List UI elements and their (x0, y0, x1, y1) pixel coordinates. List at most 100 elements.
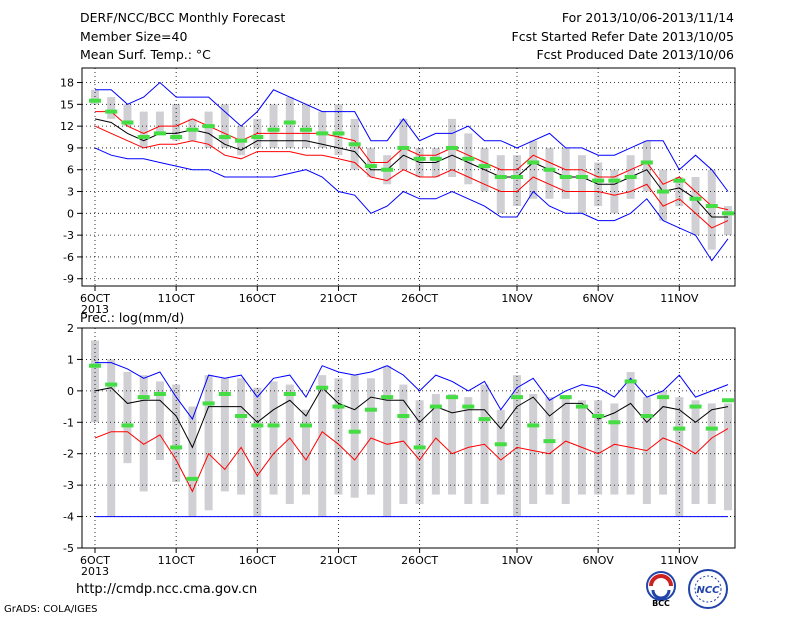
ensemble-marker (332, 404, 345, 409)
range-bar (139, 111, 148, 148)
ensemble-marker (267, 423, 280, 428)
ensemble-marker (105, 382, 118, 387)
ensemble-marker (218, 135, 231, 140)
mean-line (94, 386, 729, 449)
lower-line (94, 125, 729, 229)
ensemble-marker (300, 423, 312, 428)
range-bar (107, 359, 116, 517)
range-bar (724, 403, 732, 511)
range-bar (237, 378, 246, 495)
ensemble-marker (364, 407, 377, 412)
ensemble-marker (397, 145, 410, 150)
ensemble-marker (511, 395, 523, 400)
range-bar (610, 403, 619, 495)
ensemble-marker (446, 145, 459, 150)
range-bar (626, 372, 635, 495)
range-bar (659, 390, 668, 495)
ensemble-marker (511, 175, 523, 179)
range-bar (545, 397, 554, 495)
range-bar (204, 375, 213, 511)
range-bar (318, 111, 327, 148)
range-bar (155, 111, 164, 134)
range-bar (123, 104, 132, 127)
ensemble-marker (186, 127, 199, 132)
range-bar (139, 375, 148, 492)
range-bar (545, 147, 554, 199)
forecast-period-label: For 2013/10/06-2013/11/14 (561, 10, 734, 25)
ensemble-marker (137, 135, 150, 140)
ensemble-marker (186, 476, 199, 481)
range-bar (172, 104, 181, 141)
ensemble-marker (429, 404, 442, 409)
ensemble-marker (527, 160, 540, 165)
ensemble-marker (251, 423, 264, 428)
ensemble-marker (592, 178, 605, 183)
range-bar (269, 381, 278, 495)
range-bar (107, 97, 116, 119)
max-line (95, 362, 729, 421)
ensemble-marker (592, 414, 605, 418)
ensemble-marker (608, 178, 621, 183)
x-tick-label: 11NOV (660, 292, 699, 305)
ensemble-marker (494, 442, 507, 447)
range-bar (529, 394, 538, 504)
ensemble-marker (235, 414, 248, 418)
member-size-label: Member Size=40 (80, 29, 188, 44)
x-tick-label: 1NOV (501, 292, 533, 305)
x-tick-label: 6NOV (583, 292, 615, 305)
ensemble-marker (705, 426, 718, 431)
y-tick-label: 18 (60, 77, 74, 90)
ensemble-marker (559, 175, 572, 179)
ensemble-marker (202, 124, 215, 129)
ensemble-marker (300, 127, 312, 132)
ensemble-marker (170, 445, 183, 450)
ensemble-marker (332, 131, 345, 136)
bcc-logo-text: BCC (652, 599, 670, 608)
ensemble-marker (153, 392, 166, 396)
ensemble-marker (559, 395, 572, 400)
x-tick-label: 6OCT (80, 292, 110, 305)
x-tick-year: 2013 (81, 303, 109, 316)
y-tick-label: -1 (63, 416, 74, 429)
ensemble-marker (413, 156, 426, 161)
ensemble-marker (657, 395, 670, 400)
x-tick-label: 21OCT (320, 554, 357, 567)
ensemble-marker (121, 423, 134, 428)
range-bar (399, 384, 408, 504)
x-tick-label: 6OCT (80, 554, 110, 567)
y-tick-label: 1 (67, 353, 74, 366)
ensemble-marker (381, 395, 394, 400)
range-bar (642, 140, 651, 192)
range-bar (691, 177, 700, 236)
min-line (94, 147, 729, 262)
forecast-start-label: Fcst Started Refer Date 2013/10/05 (511, 29, 735, 44)
x-tick-label: 11NOV (660, 554, 699, 567)
ensemble-marker (348, 429, 361, 434)
ensemble-marker (283, 392, 296, 396)
ensemble-marker (283, 120, 296, 125)
y-tick-label: 9 (67, 142, 74, 155)
y-tick-label: 0 (67, 385, 74, 398)
range-bar (513, 375, 521, 517)
ensemble-marker (624, 175, 637, 179)
range-bar (204, 111, 213, 148)
chart-title: DERF/NCC/BCC Monthly Forecast (80, 10, 286, 25)
ensemble-marker (673, 178, 686, 183)
y-tick-label: -2 (63, 448, 74, 461)
bcc-logo: BCC (646, 571, 676, 608)
ensemble-marker (673, 426, 686, 431)
ensemble-marker (381, 167, 394, 172)
ensemble-marker (105, 109, 118, 114)
ensemble-marker (608, 420, 621, 425)
range-bar (172, 384, 181, 482)
x-tick-label: 16OCT (239, 292, 276, 305)
ensemble-marker (527, 423, 540, 428)
range-bar (431, 394, 440, 495)
ensemble-marker (494, 175, 507, 179)
source-url[interactable]: http://cmdp.ncc.cma.gov.cn (76, 582, 258, 597)
ensemble-marker (640, 160, 653, 165)
plot-frame (81, 67, 736, 287)
x-tick-year: 2013 (81, 565, 109, 578)
x-tick-label: 21OCT (320, 292, 357, 305)
